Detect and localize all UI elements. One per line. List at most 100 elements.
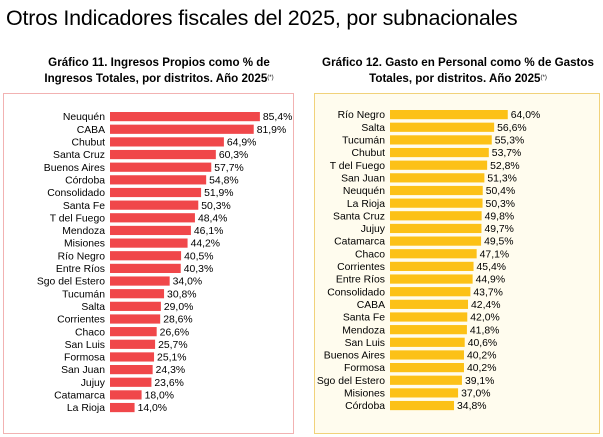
gasto-category-label: Sgo del Estero: [317, 376, 385, 387]
ingresos-category-label: Chubut: [71, 138, 105, 149]
gasto-bar: [390, 236, 482, 246]
chart-panel-ingresos: [3, 93, 294, 434]
gasto-category-label: Mendoza: [342, 325, 385, 336]
ingresos-bar: [110, 162, 212, 172]
ingresos-category-label: Buenos Aires: [44, 163, 105, 174]
ingresos-value-label: 85,4%: [263, 112, 292, 123]
chart-title-gasto: Gráfico 12. Gasto en Personal como % de …: [318, 55, 598, 87]
gasto-category-label: Río Negro: [338, 110, 386, 121]
gasto-category-label: Jujuy: [361, 224, 386, 235]
gasto-bar: [390, 299, 469, 309]
ingresos-category-label: La Rioja: [67, 403, 105, 414]
ingresos-bar: [110, 402, 135, 413]
gasto-value-label: 40,2%: [467, 363, 496, 374]
ingresos-bar: [110, 124, 254, 134]
ingresos-value-label: 29,0%: [164, 302, 193, 313]
gasto-bar: [390, 198, 483, 208]
ingresos-bar: [110, 314, 161, 324]
gasto-category-label: Neuquén: [343, 186, 385, 197]
ingresos-category-label: San Juan: [61, 365, 105, 376]
ingresos-bar: [110, 200, 199, 210]
gasto-value-label: 47,1%: [480, 249, 509, 260]
gasto-value-label: 51,3%: [487, 173, 516, 184]
ingresos-bar: [110, 149, 216, 160]
gasto-bar: [390, 261, 474, 271]
gasto-value-label: 42,0%: [470, 313, 499, 324]
gasto-bar: [390, 312, 468, 322]
ingresos-category-label: Salta: [81, 302, 105, 313]
ingresos-category-label: Misiones: [64, 239, 105, 250]
gasto-value-label: 40,6%: [468, 338, 497, 349]
gasto-value-label: 50,4%: [486, 186, 515, 197]
ingresos-value-label: 24,3%: [156, 365, 185, 376]
ingresos-value-label: 23,6%: [154, 378, 183, 389]
ingresos-value-label: 25,7%: [158, 340, 187, 351]
ingresos-bar: [110, 213, 195, 223]
gasto-value-label: 49,8%: [485, 211, 514, 222]
gasto-category-label: CABA: [357, 300, 385, 311]
ingresos-value-label: 14,0%: [138, 403, 167, 414]
ingresos-bar: [110, 263, 181, 273]
ingresos-value-label: 81,9%: [257, 125, 286, 136]
ingresos-category-label: Chaco: [75, 327, 105, 338]
gasto-bar: [390, 400, 455, 411]
gasto-value-label: 39,1%: [465, 376, 494, 387]
gasto-value-label: 41,8%: [470, 325, 499, 336]
gasto-bar: [390, 223, 482, 234]
ingresos-value-label: 57,7%: [214, 163, 243, 174]
gasto-bar: [390, 337, 465, 347]
ingresos-bar: [110, 175, 207, 185]
ingresos-value-label: 50,3%: [201, 201, 230, 212]
page-title: Otros Indicadores fiscales del 2025, por…: [6, 6, 518, 30]
gasto-value-label: 44,9%: [476, 275, 505, 286]
ingresos-bar: [110, 365, 153, 375]
gasto-value-label: 55,3%: [495, 136, 524, 147]
gasto-category-label: Córdoba: [345, 401, 385, 412]
ingresos-value-label: 26,6%: [160, 327, 189, 338]
chart-title-ingresos: Gráfico 11. Ingresos Propios como % de I…: [28, 55, 290, 87]
ingresos-value-label: 48,4%: [198, 213, 227, 224]
gasto-category-label: Misiones: [344, 389, 385, 400]
gasto-category-label: Tucumán: [342, 136, 385, 147]
gasto-category-label: Catamarca: [334, 237, 385, 248]
ingresos-value-label: 51,9%: [204, 188, 233, 199]
gasto-category-label: Chubut: [351, 148, 385, 159]
gasto-bar: [390, 388, 459, 398]
gasto-bar: [390, 274, 473, 284]
ingresos-bar: [110, 187, 202, 198]
ingresos-category-label: Sgo del Estero: [37, 277, 105, 288]
chart-title-ingresos-note: (*): [267, 75, 274, 81]
ingresos-category-label: Neuquén: [63, 112, 105, 123]
gasto-category-label: Formosa: [344, 363, 385, 374]
gasto-bar: [390, 350, 464, 360]
ingresos-category-label: Entre Ríos: [56, 264, 105, 275]
ingresos-bar: [110, 112, 260, 122]
ingresos-value-label: 44,2%: [191, 239, 220, 250]
ingresos-category-label: Mendoza: [62, 226, 105, 237]
gasto-bar: [390, 363, 464, 373]
gasto-bar: [390, 135, 492, 145]
gasto-value-label: 49,5%: [484, 237, 513, 248]
ingresos-category-label: Formosa: [64, 353, 105, 364]
chart-title-gasto-text: Gráfico 12. Gasto en Personal como % de …: [322, 56, 594, 85]
ingresos-bar: [110, 327, 157, 337]
ingresos-bar: [110, 276, 170, 286]
ingresos-bar: [110, 251, 182, 261]
ingresos-category-label: San Luis: [65, 340, 105, 351]
ingresos-value-label: 54,8%: [209, 175, 238, 186]
gasto-value-label: 40,2%: [467, 351, 496, 362]
ingresos-category-label: Tucumán: [62, 289, 105, 300]
gasto-bar: [390, 287, 471, 297]
ingresos-category-label: Corrientes: [57, 315, 105, 326]
gasto-category-label: Corrientes: [337, 262, 385, 273]
gasto-value-label: 34,8%: [457, 401, 486, 412]
gasto-value-label: 37,0%: [461, 389, 490, 400]
ingresos-bar: [110, 238, 188, 248]
ingresos-bar: [110, 225, 191, 236]
gasto-value-label: 64,0%: [511, 110, 540, 121]
gasto-bar: [390, 325, 467, 335]
ingresos-value-label: 30,8%: [167, 289, 196, 300]
ingresos-bar: [110, 377, 152, 387]
gasto-value-label: 52,8%: [490, 161, 519, 172]
